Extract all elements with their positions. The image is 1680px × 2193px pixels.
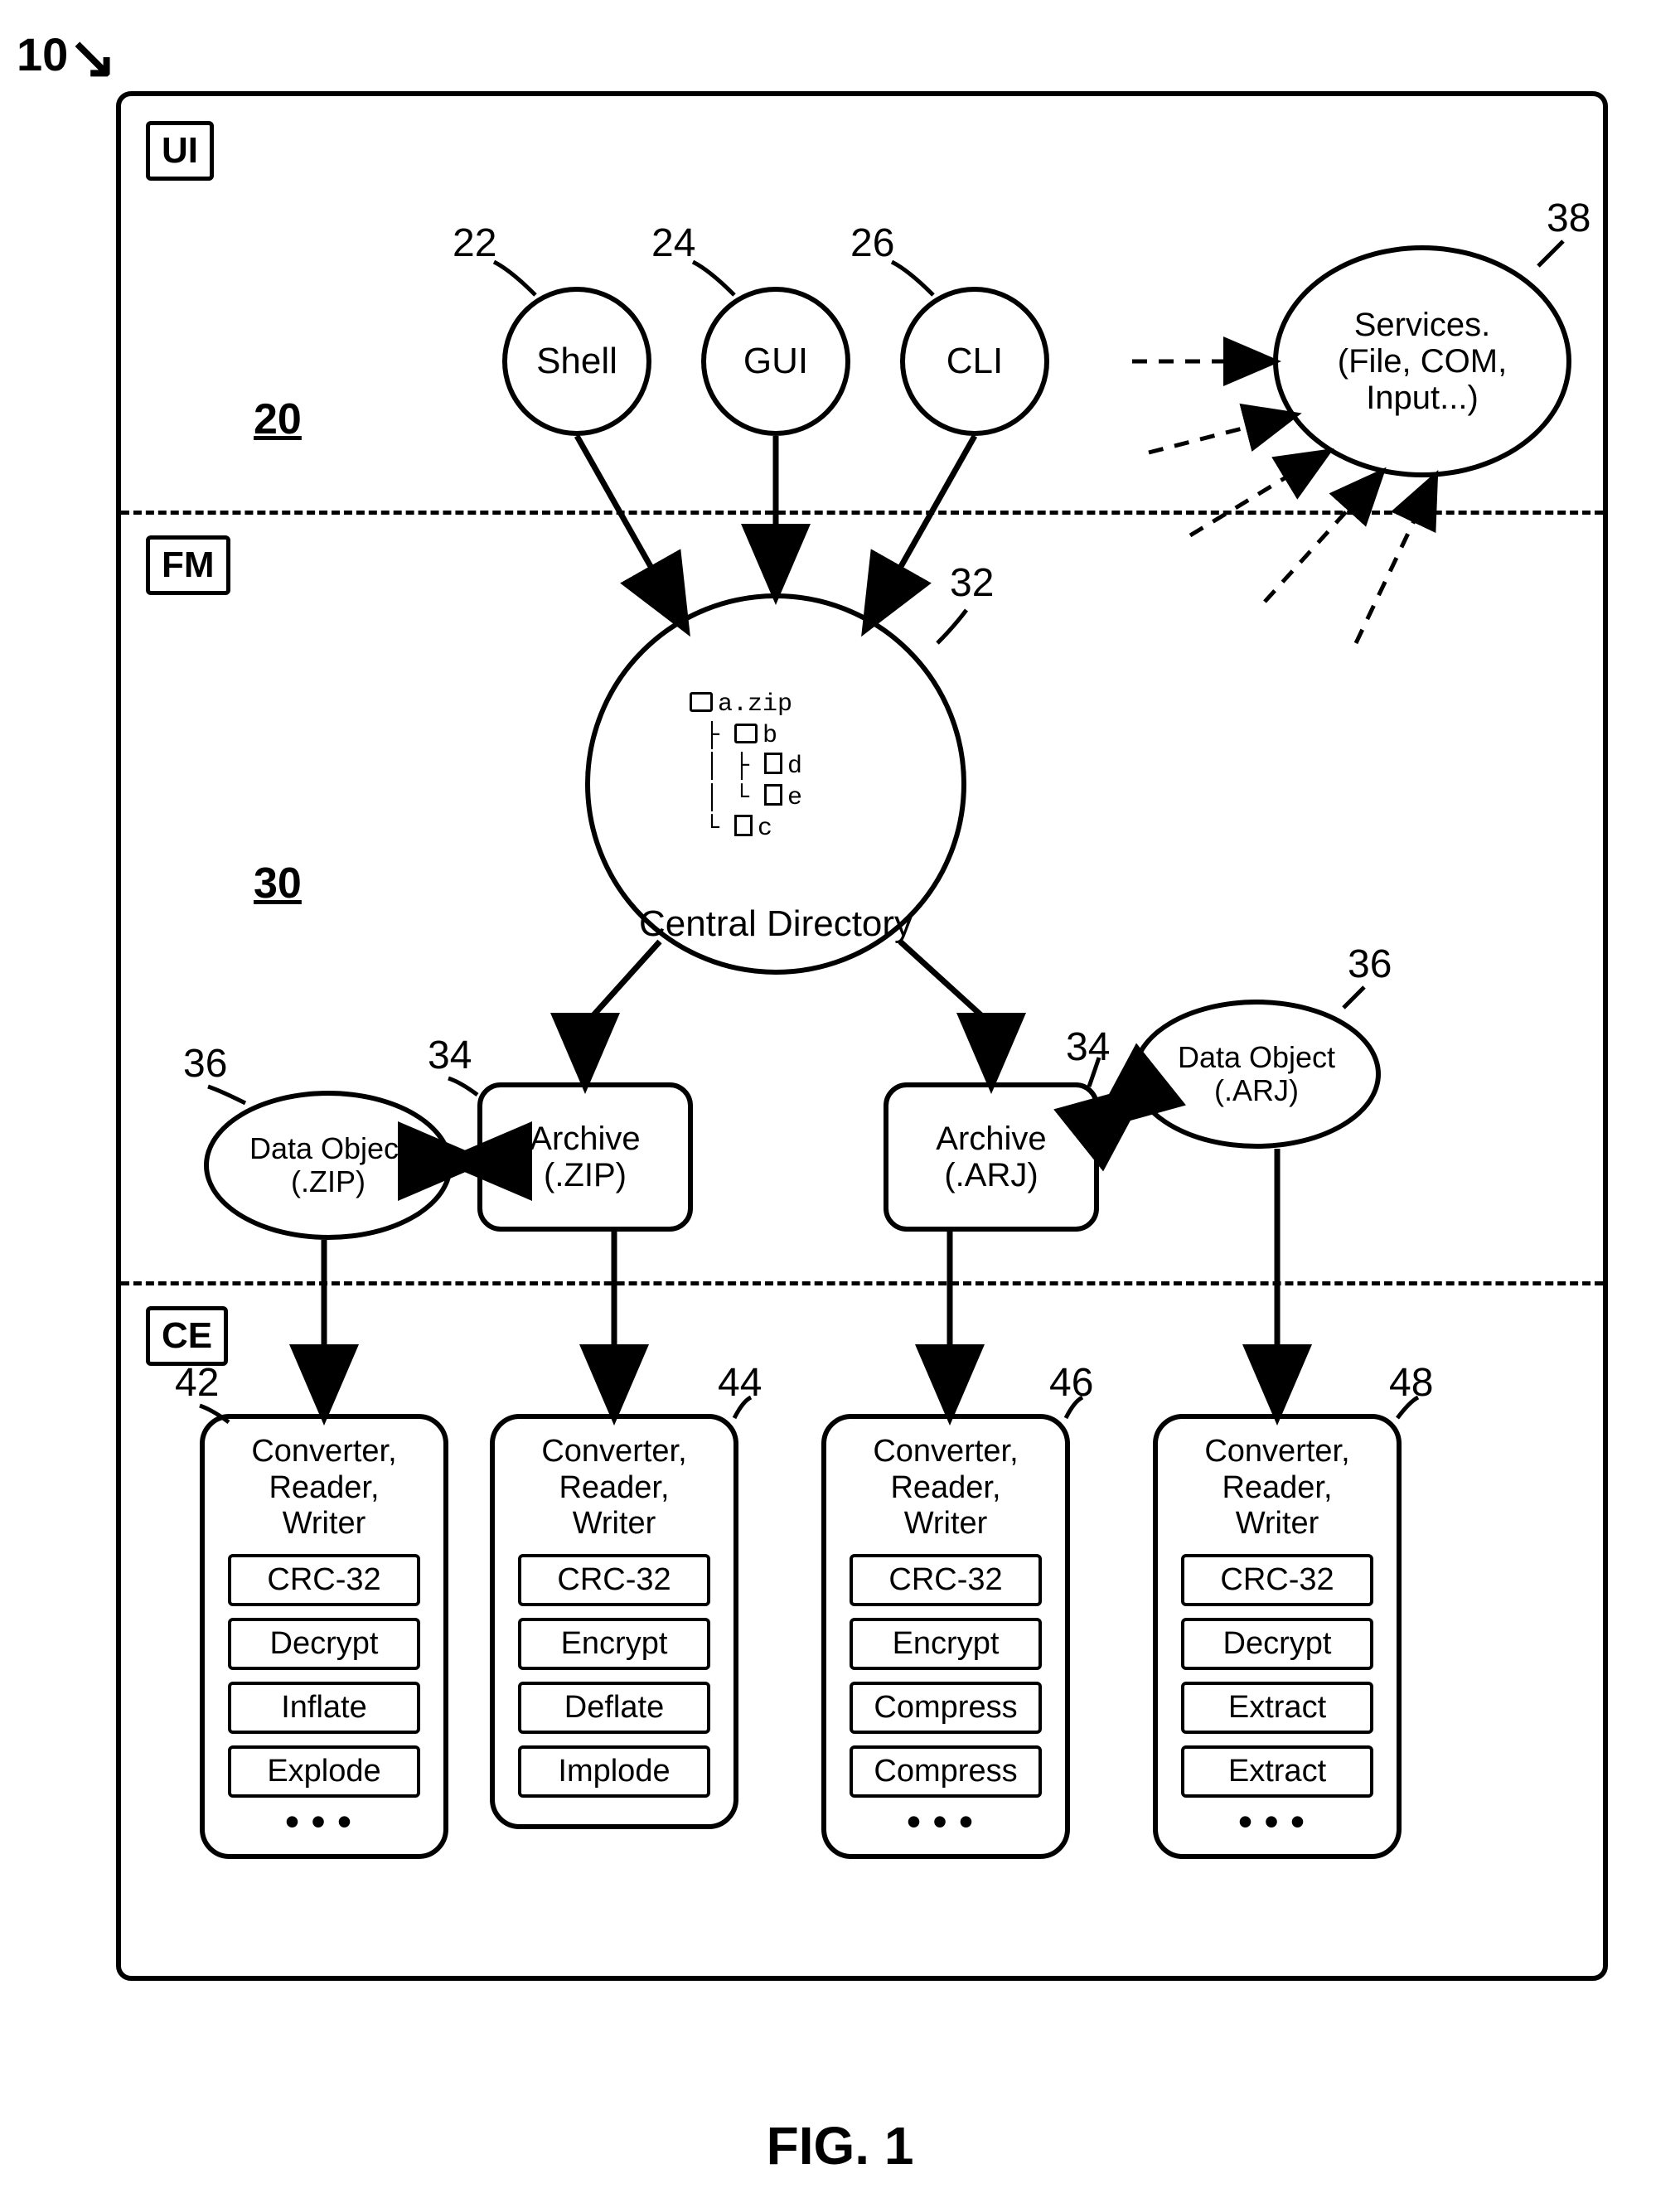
more-dots-icon: ••• (1176, 1809, 1378, 1839)
ref-dataobject-zip: 36 (183, 1041, 227, 1087)
node-services: Services. (File, COM, Input...) (1273, 245, 1571, 477)
ref-cli: 26 (850, 220, 894, 266)
directory-tree: a.zip ├ b │ ├ d │ └ e └ c (690, 690, 802, 845)
ref-converter-44: 44 (718, 1360, 762, 1406)
converter-item: Decrypt (228, 1618, 420, 1670)
layer-tag-fm: FM (146, 535, 230, 595)
converter-item: Inflate (228, 1682, 420, 1734)
figure-ref-number: 10 (17, 28, 68, 80)
dataobject-zip-label: Data Object (249, 1132, 407, 1165)
converter-item: CRC-32 (518, 1554, 710, 1606)
node-dataobject-zip: Data Object (.ZIP) (204, 1091, 453, 1240)
node-gui: GUI (701, 287, 850, 436)
tree-root: a.zip (718, 690, 792, 719)
figure-ref-top: 10↘ (17, 17, 117, 85)
more-dots-icon: ••• (223, 1809, 425, 1839)
archive-zip-label: Archive (530, 1121, 640, 1157)
converter-title: Converter, Reader, Writer (513, 1434, 715, 1542)
layer-divider-2 (121, 1281, 1603, 1285)
converter-item: Extract (1181, 1745, 1373, 1798)
ref-dataobject-arj: 36 (1348, 942, 1392, 987)
node-shell: Shell (502, 287, 651, 436)
dataobject-zip-sub: (.ZIP) (291, 1165, 366, 1198)
archive-zip-sub: (.ZIP) (544, 1157, 627, 1193)
converter-item: Encrypt (518, 1618, 710, 1670)
more-dots-icon: ••• (845, 1809, 1047, 1839)
diagram-root: 10↘ UI FM CE 20 30 40 Shell GUI CLI 22 2… (17, 17, 1663, 2176)
node-archive-zip: Archive (.ZIP) (477, 1082, 693, 1232)
central-directory-label: Central Directory (590, 903, 961, 945)
tree-file-icon (764, 784, 787, 812)
services-line-1: Services. (1354, 307, 1491, 343)
ref-shell: 22 (453, 220, 496, 266)
node-gui-label: GUI (743, 341, 808, 382)
converter-title: Converter, Reader, Writer (845, 1434, 1047, 1542)
diagram-frame: UI FM CE 20 30 40 Shell GUI CLI 22 24 26… (116, 91, 1608, 1981)
ref-archive-arj: 34 (1066, 1024, 1110, 1070)
tree-file-icon (764, 753, 787, 781)
node-archive-arj: Archive (.ARJ) (884, 1082, 1099, 1232)
layer-ref-fm: 30 (254, 859, 302, 908)
figure-ref-arrow-icon: ↘ (68, 23, 117, 91)
converter-44: Converter, Reader, Writer CRC-32 Encrypt… (490, 1414, 738, 1829)
ref-converter-42: 42 (175, 1360, 219, 1406)
converter-item: Compress (850, 1682, 1042, 1734)
node-shell-label: Shell (536, 341, 617, 382)
converter-item: Compress (850, 1745, 1042, 1798)
layer-divider-1 (121, 511, 1603, 515)
converter-title: Converter, Reader, Writer (223, 1434, 425, 1542)
converter-item: CRC-32 (850, 1554, 1042, 1606)
dataobject-arj-sub: (.ARJ) (1214, 1074, 1299, 1107)
converter-item: Encrypt (850, 1618, 1042, 1670)
ref-converter-48: 48 (1389, 1360, 1433, 1406)
converter-item: Explode (228, 1745, 420, 1798)
tree-folder-icon (690, 690, 718, 719)
ref-archive-zip: 34 (428, 1033, 472, 1078)
converter-item: CRC-32 (228, 1554, 420, 1606)
ref-gui: 24 (651, 220, 695, 266)
converter-item: Deflate (518, 1682, 710, 1734)
converter-item: CRC-32 (1181, 1554, 1373, 1606)
tree-item: c (758, 815, 772, 843)
converter-item: Implode (518, 1745, 710, 1798)
converter-46: Converter, Reader, Writer CRC-32 Encrypt… (821, 1414, 1070, 1859)
layer-tag-fm-text: FM (162, 545, 215, 585)
layer-ref-ui: 20 (254, 395, 302, 444)
services-line-3: Input...) (1366, 380, 1479, 416)
layer-tag-ui-text: UI (162, 130, 198, 171)
converter-item: Decrypt (1181, 1618, 1373, 1670)
ref-central-directory: 32 (950, 560, 994, 606)
node-central-directory: a.zip ├ b │ ├ d │ └ e └ c Central Direct… (585, 593, 966, 975)
layer-tag-ce: CE (146, 1306, 228, 1366)
converter-item: Extract (1181, 1682, 1373, 1734)
node-dataobject-arj: Data Object (.ARJ) (1132, 1000, 1381, 1149)
services-line-2: (File, COM, (1338, 343, 1507, 380)
tree-folder-icon (734, 722, 763, 750)
converter-48: Converter, Reader, Writer CRC-32 Decrypt… (1153, 1414, 1402, 1859)
node-cli-label: CLI (947, 341, 1003, 382)
tree-item: e (787, 784, 802, 812)
dataobject-arj-label: Data Object (1178, 1041, 1335, 1074)
figure-caption: FIG. 1 (17, 2115, 1663, 2176)
archive-arj-sub: (.ARJ) (944, 1157, 1038, 1193)
tree-item: b (763, 722, 777, 750)
node-cli: CLI (900, 287, 1049, 436)
ref-converter-46: 46 (1049, 1360, 1093, 1406)
ref-services: 38 (1547, 196, 1590, 241)
converter-title: Converter, Reader, Writer (1176, 1434, 1378, 1542)
tree-file-icon (734, 815, 758, 843)
converter-42: Converter, Reader, Writer CRC-32 Decrypt… (200, 1414, 448, 1859)
archive-arj-label: Archive (936, 1121, 1046, 1157)
layer-tag-ce-text: CE (162, 1315, 212, 1356)
layer-tag-ui: UI (146, 121, 214, 181)
tree-item: d (787, 753, 802, 781)
